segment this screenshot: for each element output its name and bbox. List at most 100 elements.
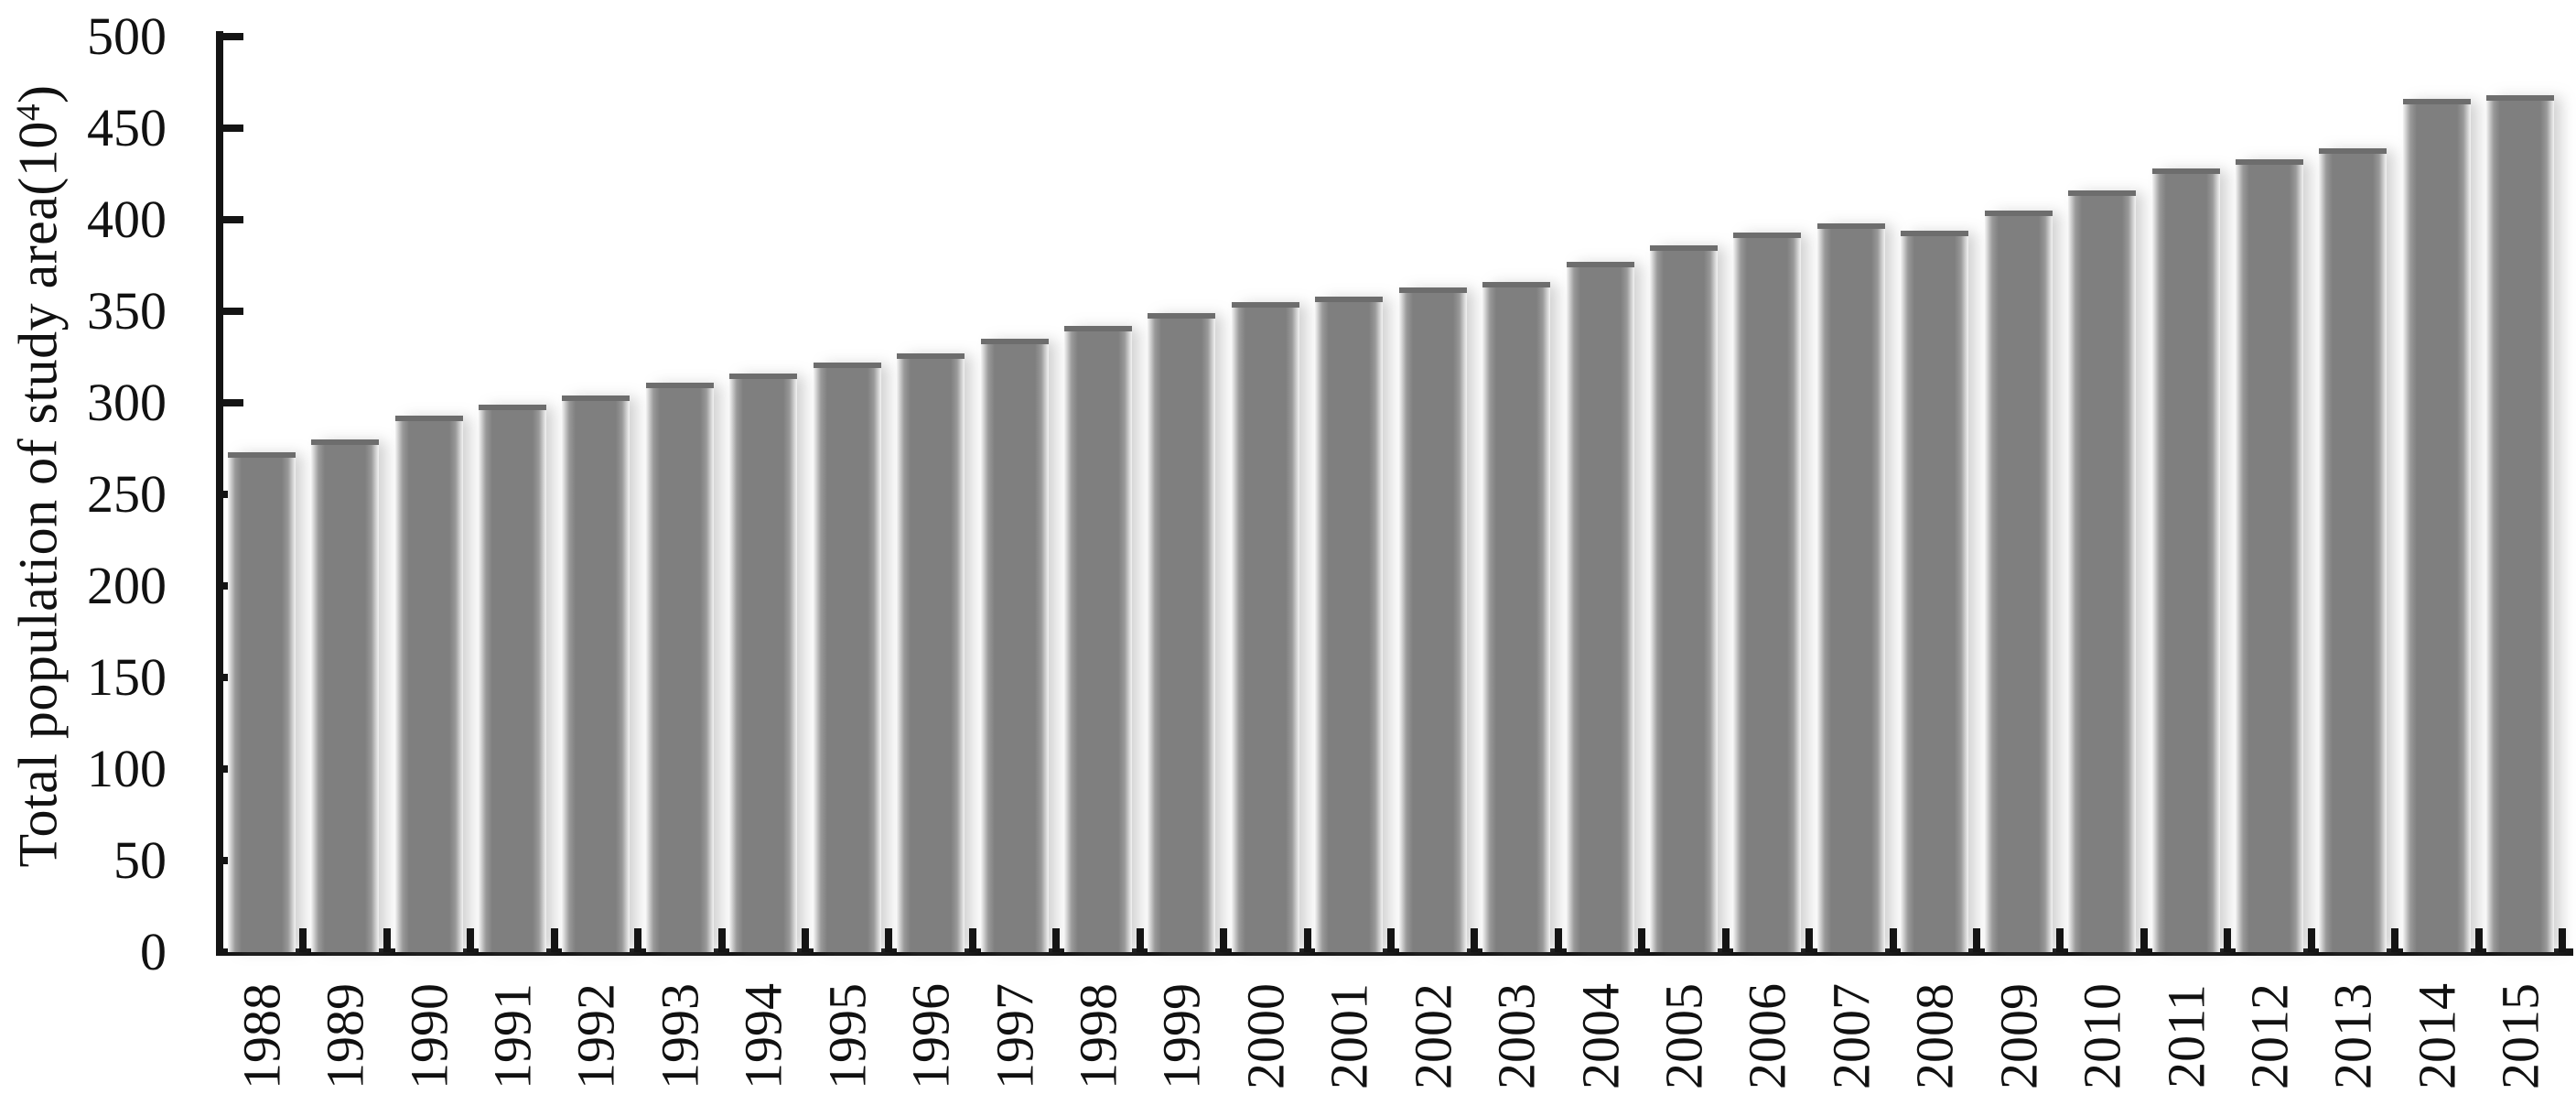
bar-2014 xyxy=(2402,99,2471,952)
bar-1989 xyxy=(311,439,380,952)
x-tick-mark-26 xyxy=(2391,928,2399,952)
y-tick-label-0: 0 xyxy=(140,922,167,981)
x-tick-label-2006: 2006 xyxy=(1737,983,1797,1089)
x-tick-label-2012: 2012 xyxy=(2239,983,2300,1089)
bar-1995 xyxy=(813,363,881,952)
bar-2000 xyxy=(1231,302,1299,952)
x-tick-mark-24 xyxy=(2224,928,2232,952)
x-tick-mark-28 xyxy=(2559,928,2566,952)
y-tick-label-250: 250 xyxy=(87,464,167,524)
x-tick-mark-20 xyxy=(1889,928,1897,952)
x-tick-mark-17 xyxy=(1638,928,1646,952)
x-tick-label-2001: 2001 xyxy=(1319,983,1379,1089)
x-tick-mark-14 xyxy=(1387,928,1395,952)
x-tick-label-1991: 1991 xyxy=(482,983,543,1089)
bar-1988 xyxy=(227,452,296,952)
y-tick-mark-350 xyxy=(220,308,243,315)
bar-2003 xyxy=(1482,282,1551,952)
y-tick-label-200: 200 xyxy=(87,556,167,615)
bar-2010 xyxy=(2068,190,2137,952)
y-axis-line xyxy=(216,31,223,956)
x-tick-mark-8 xyxy=(885,928,893,952)
x-tick-mark-18 xyxy=(1721,928,1730,952)
bar-2012 xyxy=(2236,159,2303,952)
x-tick-mark-9 xyxy=(968,928,976,952)
y-tick-label-500: 500 xyxy=(87,6,167,66)
x-tick-label-2011: 2011 xyxy=(2156,984,2216,1089)
x-tick-label-2002: 2002 xyxy=(1403,983,1463,1089)
x-tick-mark-4 xyxy=(550,928,558,952)
x-tick-label-1988: 1988 xyxy=(232,983,292,1089)
x-tick-label-1999: 1999 xyxy=(1151,983,1212,1089)
bar-2009 xyxy=(1984,211,2053,952)
x-tick-label-1989: 1989 xyxy=(315,983,375,1089)
x-tick-label-2009: 2009 xyxy=(1989,983,2049,1089)
x-tick-mark-22 xyxy=(2056,928,2064,952)
x-tick-label-2000: 2000 xyxy=(1235,983,1296,1089)
x-tick-mark-27 xyxy=(2474,928,2483,952)
x-tick-label-2014: 2014 xyxy=(2407,983,2467,1089)
x-tick-mark-13 xyxy=(1303,928,1311,952)
y-tick-label-100: 100 xyxy=(87,739,167,798)
x-tick-label-1997: 1997 xyxy=(985,983,1045,1089)
x-tick-label-1994: 1994 xyxy=(733,983,793,1089)
x-tick-label-1990: 1990 xyxy=(399,983,459,1089)
bar-2015 xyxy=(2486,95,2555,952)
y-tick-mark-450 xyxy=(220,125,243,132)
x-tick-label-2007: 2007 xyxy=(1821,983,1881,1089)
x-tick-label-2003: 2003 xyxy=(1486,983,1547,1089)
bar-1997 xyxy=(980,339,1049,952)
x-tick-label-2008: 2008 xyxy=(1904,983,1965,1089)
x-tick-label-1998: 1998 xyxy=(1068,983,1128,1089)
bar-1994 xyxy=(729,374,798,952)
bar-1990 xyxy=(394,416,463,952)
bar-2013 xyxy=(2319,148,2387,952)
bar-2008 xyxy=(1901,231,1969,952)
y-tick-mark-500 xyxy=(220,33,243,40)
bar-1998 xyxy=(1064,326,1132,952)
bar-2006 xyxy=(1733,233,1802,952)
x-tick-mark-16 xyxy=(1554,928,1562,952)
x-tick-mark-7 xyxy=(802,928,809,952)
bar-2004 xyxy=(1566,262,1634,952)
x-tick-mark-1 xyxy=(299,928,307,952)
x-tick-label-1993: 1993 xyxy=(650,983,710,1089)
x-tick-label-2005: 2005 xyxy=(1654,983,1714,1089)
bar-1999 xyxy=(1148,313,1216,952)
x-tick-mark-12 xyxy=(1220,928,1228,952)
x-tick-label-2004: 2004 xyxy=(1570,983,1631,1089)
x-tick-mark-10 xyxy=(1052,928,1061,952)
x-tick-mark-3 xyxy=(467,928,475,952)
x-tick-label-1996: 1996 xyxy=(900,983,961,1089)
bar-2007 xyxy=(1816,223,1885,952)
x-tick-mark-15 xyxy=(1471,928,1479,952)
y-tick-label-150: 150 xyxy=(87,647,167,707)
x-tick-label-2015: 2015 xyxy=(2490,983,2550,1089)
x-tick-mark-21 xyxy=(1973,928,1980,952)
x-tick-mark-25 xyxy=(2307,928,2315,952)
bar-2002 xyxy=(1398,287,1467,952)
x-axis-line xyxy=(216,948,2573,956)
x-tick-mark-2 xyxy=(383,928,391,952)
y-tick-label-450: 450 xyxy=(87,98,167,157)
x-tick-label-1992: 1992 xyxy=(566,983,626,1089)
bar-2011 xyxy=(2151,168,2220,952)
bar-2005 xyxy=(1650,245,1718,952)
x-tick-label-1995: 1995 xyxy=(817,983,878,1089)
y-tick-label-400: 400 xyxy=(87,190,167,249)
bar-1993 xyxy=(645,383,714,952)
x-tick-mark-5 xyxy=(634,928,642,952)
y-tick-mark-300 xyxy=(220,399,243,406)
x-tick-mark-6 xyxy=(717,928,726,952)
y-tick-label-50: 50 xyxy=(113,830,167,890)
x-tick-mark-19 xyxy=(1805,928,1814,952)
y-tick-mark-400 xyxy=(220,216,243,223)
x-tick-label-2010: 2010 xyxy=(2072,983,2132,1089)
bar-1991 xyxy=(479,405,546,952)
x-tick-label-2013: 2013 xyxy=(2323,983,2383,1089)
x-tick-mark-23 xyxy=(2139,928,2148,952)
bar-2001 xyxy=(1315,297,1384,952)
x-tick-mark-11 xyxy=(1136,928,1144,952)
y-tick-label-350: 350 xyxy=(87,281,167,341)
